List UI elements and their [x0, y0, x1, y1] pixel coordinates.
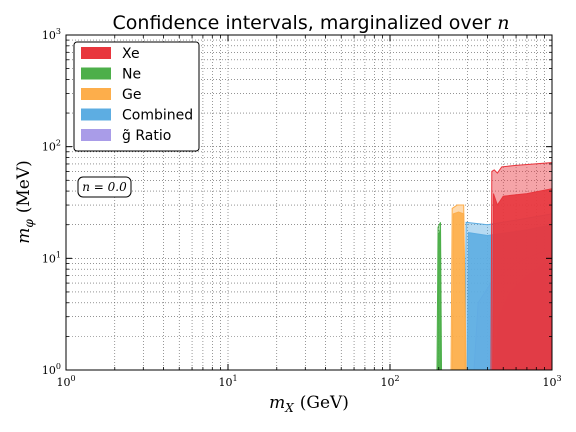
region-inner-ne: [437, 229, 442, 371]
y-tick-label: 100: [42, 362, 61, 377]
legend-label-xe: Xe: [122, 46, 140, 62]
plot-frame: [65, 34, 553, 371]
legend-swatch-combined: [81, 108, 111, 121]
legend-label-gratio: g̃ Ratio: [122, 128, 171, 144]
legend-swatch-ne: [81, 67, 111, 80]
y-tick-label: 102: [42, 139, 61, 154]
x-tick-label: 101: [218, 374, 237, 389]
y-tick-label: 101: [42, 250, 61, 265]
annotation-box: [77, 176, 132, 198]
region-inner-xe: [492, 188, 553, 371]
x-tick-label: 100: [56, 374, 75, 389]
legend: Xe Ne Ge Combined g̃ Ratio: [73, 41, 200, 152]
region-inner-ge: [451, 211, 466, 371]
chart-title: Confidence intervals, marginalized over …: [113, 12, 510, 34]
legend-swatch-ge: [81, 88, 111, 100]
y-tick-label: 103: [42, 27, 61, 42]
y-axis-label: mφ(MeV): [14, 160, 36, 244]
x-axis-label: mX (GeV): [269, 393, 349, 415]
annotation-text: n = 0.0: [82, 180, 127, 194]
axis-ticks: 100 101 102 103 100 101 102 103: [42, 27, 562, 389]
legend-swatch-gratio: [81, 129, 111, 141]
legend-label-ge: Ge: [122, 87, 141, 103]
legend-swatch-xe: [81, 47, 111, 59]
n-annotation: n = 0.0: [77, 176, 132, 198]
x-tick-label: 102: [380, 374, 399, 389]
confidence-regions: [436, 162, 553, 371]
legend-label-combined: Combined: [122, 108, 193, 124]
legend-label-ne: Ne: [122, 67, 141, 83]
x-tick-label: 103: [542, 374, 561, 389]
